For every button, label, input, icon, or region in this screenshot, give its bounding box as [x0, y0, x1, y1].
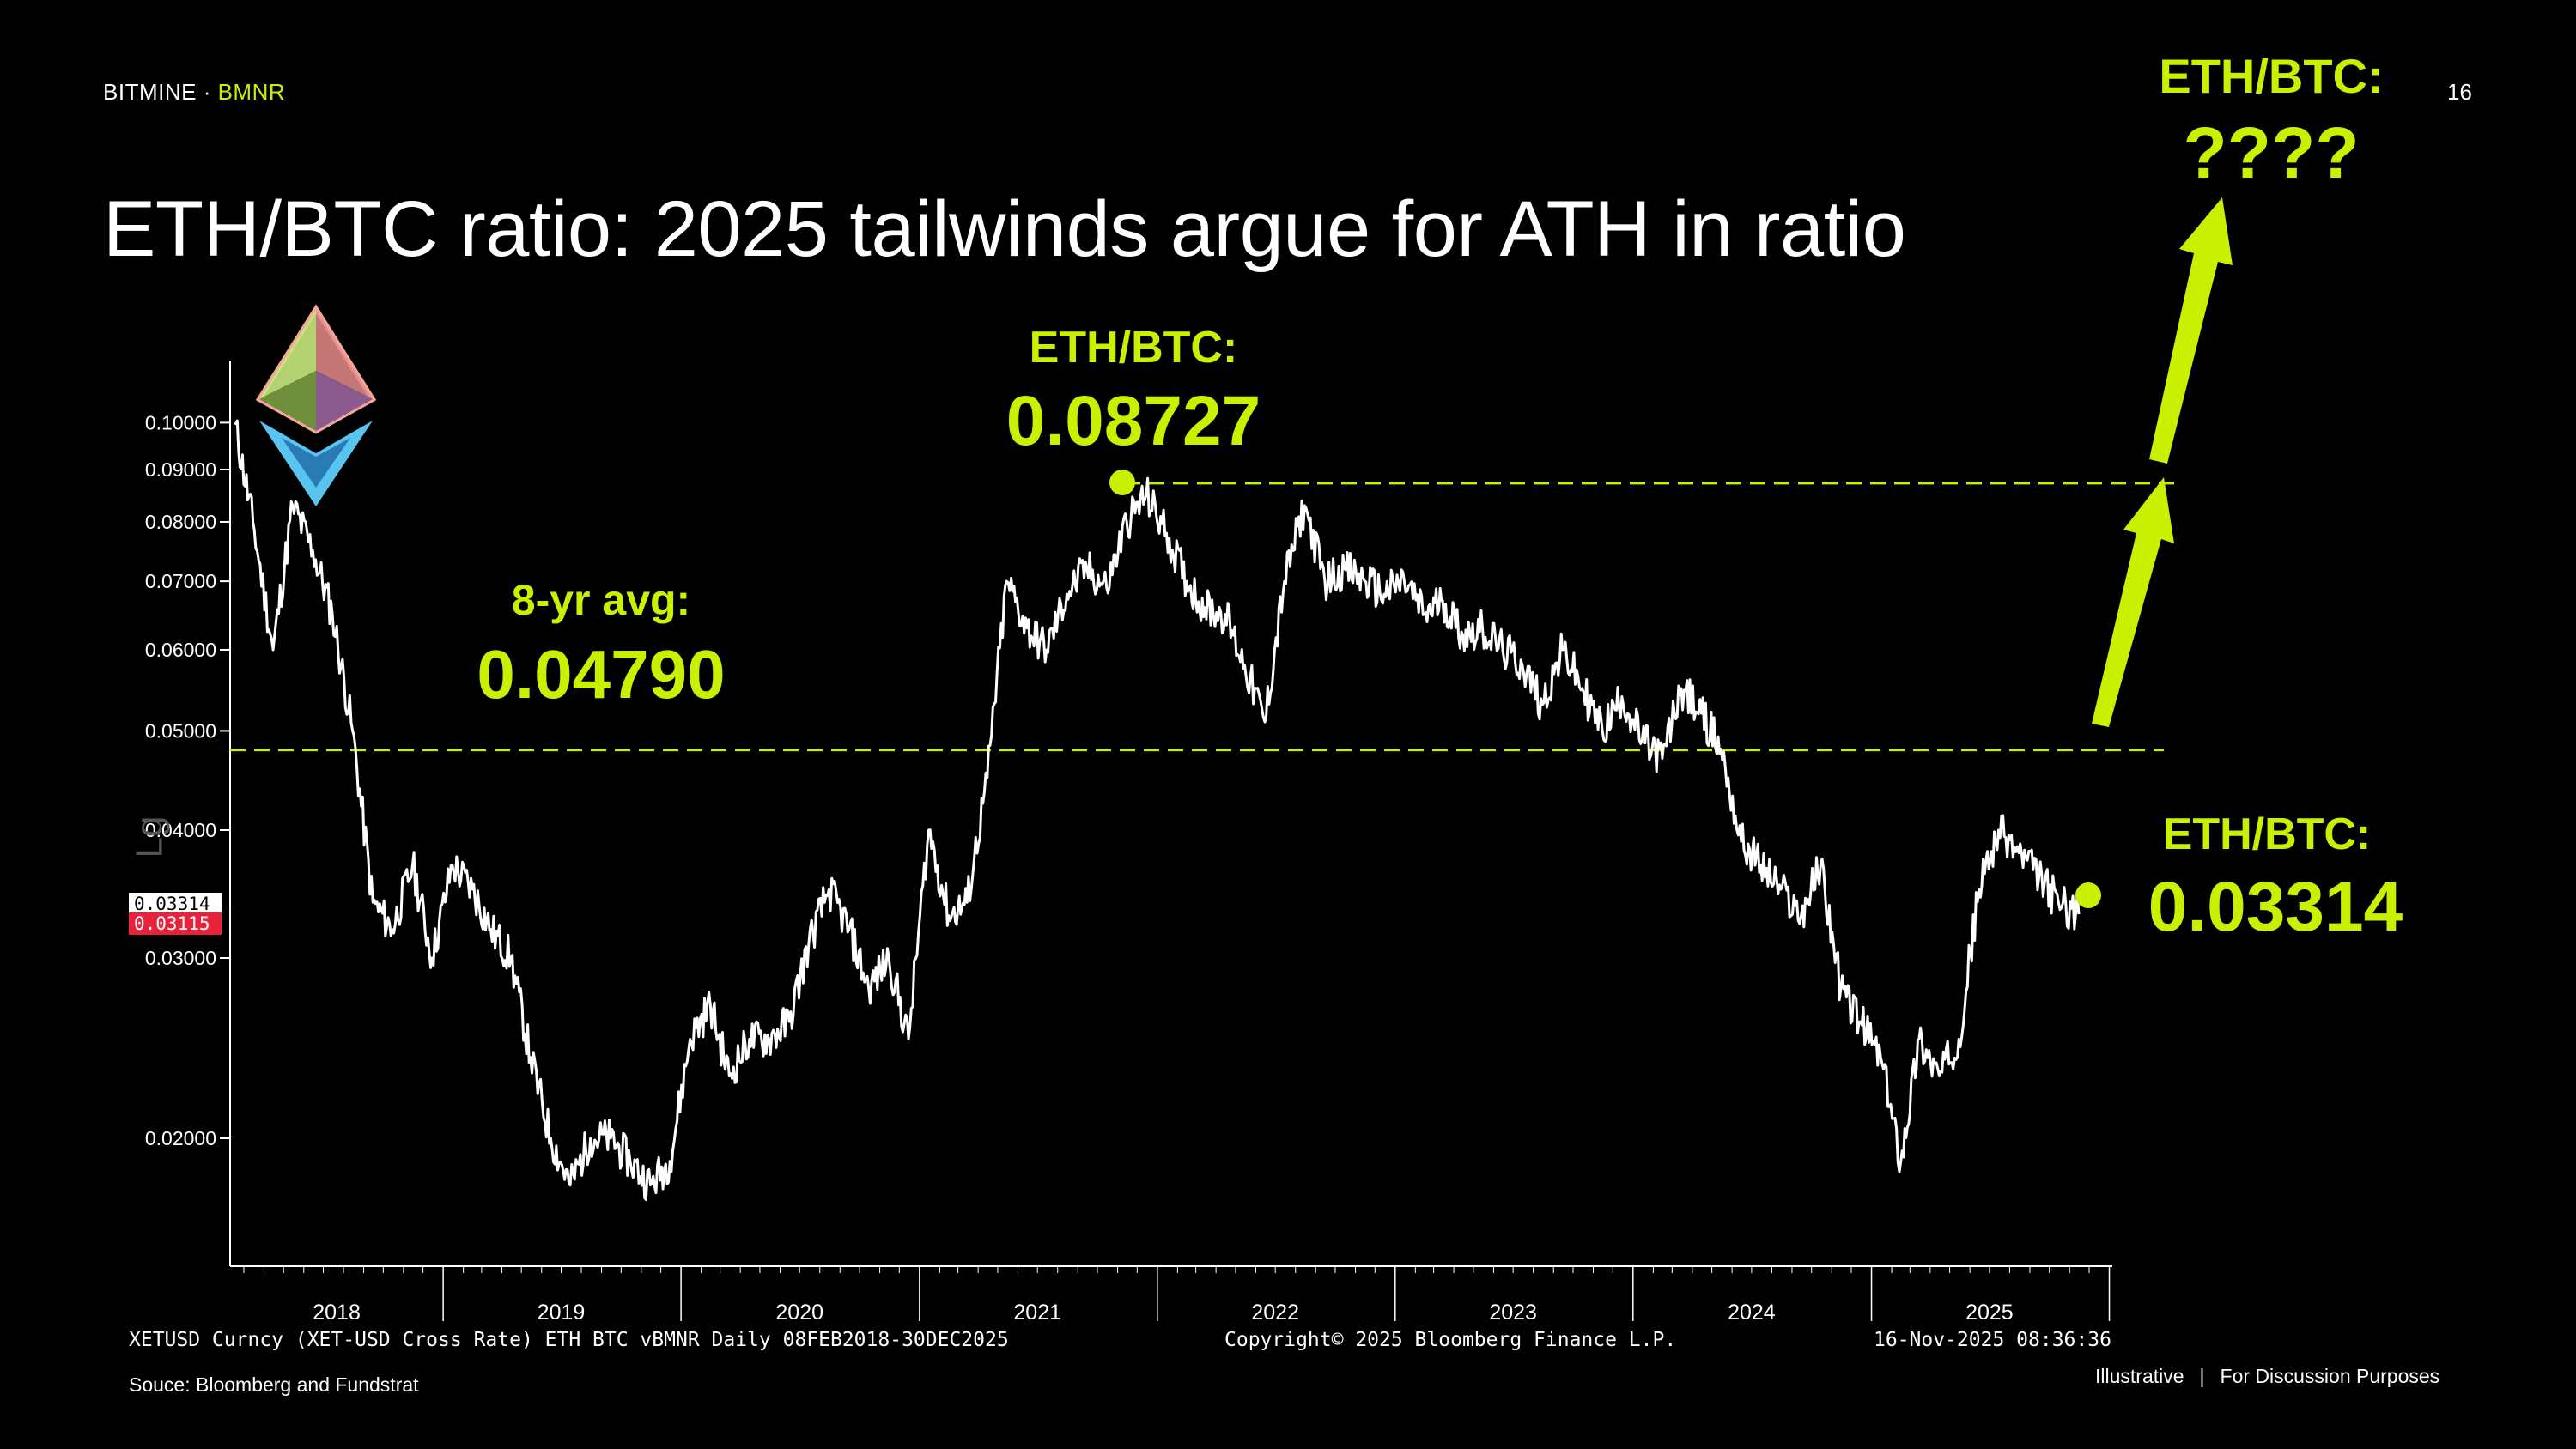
y-tick-label: 0.05000	[145, 719, 216, 742]
y-tick-label: 0.04000	[145, 819, 216, 841]
brand-ticker: BMNR	[217, 79, 286, 105]
chart-axes: 0.02000 0.03000 0.04000 0.05000 0.06000 0.070…	[145, 361, 2112, 1325]
x-tick-label: 2025	[1965, 1300, 2014, 1325]
x-tick-label: 2018	[313, 1300, 361, 1325]
footer-disclaimer: Illustrative | For Discussion Purposes	[2095, 1365, 2439, 1388]
y-tick-label: 0.10000	[145, 411, 216, 433]
avg-value: 0.04790	[477, 636, 726, 712]
discussion-label: For Discussion Purposes	[2220, 1365, 2440, 1387]
arrow-up-icon-upper	[2149, 197, 2233, 464]
peak-value: 0.08727	[1005, 382, 1261, 460]
footer-divider: |	[2199, 1365, 2205, 1387]
page-number: 16	[2447, 79, 2472, 105]
brand-separator: ·	[203, 79, 211, 105]
current-marker	[2075, 882, 2101, 908]
x-tick-label: 2021	[1013, 1300, 1061, 1325]
brand-name: BITMINE	[103, 79, 197, 105]
peak-marker	[1109, 470, 1135, 495]
y-tick-label: 0.07000	[145, 570, 216, 592]
eth-btc-ratio-line	[234, 419, 2081, 1202]
y-tick-label: 0.09000	[145, 458, 216, 481]
x-tick-label: 2022	[1251, 1300, 1299, 1325]
chart-copyright: Copyright© 2025 Bloomberg Finance L.P.	[1224, 1329, 1677, 1351]
y-tick-label: 0.08000	[145, 511, 216, 533]
y-tick-label: 0.03000	[145, 947, 216, 969]
peak-label: ETH/BTC:	[1029, 323, 1238, 373]
y-tick-label: 0.06000	[145, 639, 216, 661]
reference-lines	[230, 482, 2181, 752]
eth-logo-icon	[255, 304, 377, 506]
arrow-up-icon-lower	[2092, 477, 2174, 727]
future-label: ETH/BTC:	[2159, 49, 2384, 103]
price-tag-white: 0.03314	[129, 893, 222, 915]
avg-label: 8-yr avg:	[511, 576, 691, 624]
x-tick-label: 2020	[775, 1300, 823, 1325]
source-note: Souce: Bloomberg and Fundstrat	[129, 1373, 419, 1396]
chart-source-line: XETUSD Curncy (XET-USD Cross Rate) ETH B…	[129, 1329, 1009, 1351]
page-title: ETH/BTC ratio: 2025 tailwinds argue for …	[103, 185, 1906, 273]
future-arrows	[2092, 197, 2233, 727]
x-tick-label: 2023	[1489, 1300, 1537, 1325]
x-tick-label: 2019	[538, 1300, 586, 1325]
series-line	[234, 419, 2081, 1202]
brand-label: BITMINE · BMNR	[103, 79, 285, 106]
y-tick-label: 0.02000	[145, 1127, 216, 1149]
illustrative-label: Illustrative	[2095, 1365, 2184, 1387]
price-tag-red: 0.03115	[129, 912, 222, 935]
chart-timestamp: 16-Nov-2025 08:36:36	[1874, 1329, 2111, 1351]
future-value: ????	[2183, 112, 2360, 193]
current-label: ETH/BTC:	[2162, 809, 2372, 859]
current-value: 0.03314	[2148, 868, 2403, 946]
x-tick-label: 2024	[1728, 1300, 1776, 1325]
scale-label: Lg	[128, 815, 171, 858]
